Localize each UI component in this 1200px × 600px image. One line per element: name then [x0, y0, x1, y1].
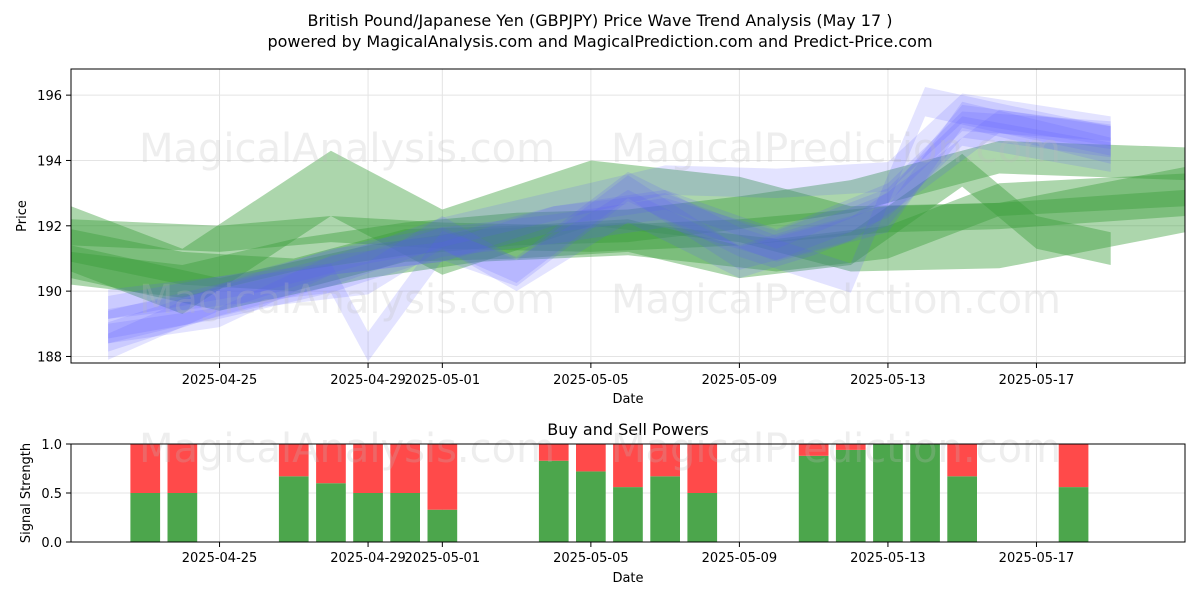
buy-bar — [427, 509, 458, 542]
price-x-tick-label: 2025-05-17 — [999, 373, 1075, 388]
price-plot-frame — [70, 68, 1186, 364]
buy-bar — [687, 493, 718, 542]
sell-bar — [798, 444, 829, 456]
green-wave-band — [71, 153, 1111, 292]
blue-wave-band — [108, 87, 1111, 362]
buy-bar — [873, 444, 903, 542]
signal-y-tick-label: 0.0 — [41, 536, 62, 551]
signal-x-tick-label: 2025-04-29 — [330, 551, 406, 566]
price-x-tick-label: 2025-05-09 — [702, 373, 778, 388]
price-x-tick-label: 2025-04-29 — [330, 373, 406, 388]
buy-bar — [1058, 487, 1089, 542]
blue-wave-band — [108, 104, 1111, 344]
watermark-top-right: MagicalPrediction.com — [611, 126, 1061, 172]
sell-bar — [390, 444, 420, 493]
green-wave-band — [71, 173, 1185, 311]
price-grid — [71, 69, 1185, 363]
signal-y-axis-label: Signal Strength — [19, 443, 34, 543]
watermark-bottom-left: MagicalAnalysis.com — [139, 426, 555, 472]
buy-bar — [316, 483, 346, 542]
signal-x-tick-label: 2025-05-17 — [999, 551, 1075, 566]
buy-bar — [947, 476, 977, 542]
signal-x-tick-label: 2025-05-01 — [405, 551, 481, 566]
sell-bar — [427, 444, 458, 510]
blue-wave-bands — [108, 87, 1111, 362]
price-y-tick-label: 188 — [37, 350, 62, 365]
sell-bar — [687, 444, 718, 493]
price-y-axis-label: Price — [15, 200, 30, 232]
buy-bar — [576, 471, 606, 542]
buy-bar — [538, 460, 569, 542]
buy-bar — [167, 493, 198, 542]
blue-wave-band — [108, 116, 1111, 339]
sell-bar — [1058, 444, 1089, 488]
buy-bar — [613, 487, 643, 542]
green-wave-band — [71, 150, 1185, 314]
price-x-tick-label: 2025-05-13 — [850, 373, 926, 388]
buy-bar — [130, 493, 161, 542]
sell-bar — [316, 444, 346, 484]
watermark-bottom-right: MagicalPrediction.com — [611, 426, 1061, 472]
price-x-tick-label: 2025-05-01 — [405, 373, 481, 388]
price-y-ticks: 188 190 192 194 196 — [37, 89, 71, 365]
sell-bar — [538, 444, 569, 461]
buy-bar — [390, 493, 420, 542]
blue-wave-band — [108, 93, 1111, 352]
buy-bar — [650, 476, 680, 542]
price-y-tick-label: 194 — [37, 154, 62, 169]
sell-bar — [613, 444, 643, 488]
price-y-tick-label: 190 — [37, 285, 62, 300]
price-wave-chart: MagicalAnalysis.com MagicalPrediction.co… — [15, 68, 1186, 407]
sell-bar — [167, 444, 198, 493]
sell-bar — [353, 444, 383, 493]
green-wave-band — [71, 140, 1185, 298]
chart-title-line-2: powered by MagicalAnalysis.com and Magic… — [267, 32, 932, 51]
blue-wave-band — [108, 111, 1111, 344]
price-y-tick-label: 196 — [37, 89, 62, 104]
blue-wave-band — [108, 101, 1111, 360]
signal-x-tick-label: 2025-05-13 — [850, 551, 926, 566]
chart-title-line-1: British Pound/Japanese Yen (GBPJPY) Pric… — [308, 11, 893, 30]
blue-wave-band — [108, 109, 1111, 319]
price-x-axis-label: Date — [612, 392, 643, 407]
watermark-top-left: MagicalAnalysis.com — [139, 126, 555, 172]
price-x-tick-label: 2025-05-05 — [553, 373, 629, 388]
buy-sell-power-chart: Buy and Sell Powers MagicalAnalysis.com … — [19, 420, 1186, 586]
sell-bar — [130, 444, 161, 493]
buy-bar — [835, 449, 866, 542]
buy-bar — [278, 476, 309, 542]
green-wave-bands — [71, 140, 1185, 314]
price-y-tick-label: 192 — [37, 220, 62, 235]
buy-bar — [353, 493, 383, 542]
sell-bar — [650, 444, 680, 477]
green-wave-band — [71, 189, 1185, 252]
signal-x-tick-label: 2025-05-05 — [553, 551, 629, 566]
sell-bar — [576, 444, 606, 472]
sell-bar — [835, 444, 866, 450]
signal-bars — [130, 444, 1089, 542]
signal-x-axis-label: Date — [612, 571, 643, 586]
watermark-mid-left: MagicalAnalysis.com — [139, 277, 555, 323]
signal-y-ticks: 0.0 0.5 1.0 — [41, 438, 71, 551]
buy-bar — [910, 444, 940, 542]
buy-bar — [798, 455, 829, 542]
price-x-tick-label: 2025-04-25 — [182, 373, 258, 388]
watermark-mid-right: MagicalPrediction.com — [611, 277, 1061, 323]
signal-x-tick-label: 2025-04-25 — [182, 551, 258, 566]
signal-y-tick-label: 1.0 — [41, 438, 62, 453]
signal-x-tick-label: 2025-05-09 — [702, 551, 778, 566]
sell-bar — [947, 444, 977, 477]
signal-chart-title: Buy and Sell Powers — [547, 420, 709, 439]
signal-y-tick-label: 0.5 — [41, 487, 62, 502]
sell-bar — [278, 444, 309, 477]
